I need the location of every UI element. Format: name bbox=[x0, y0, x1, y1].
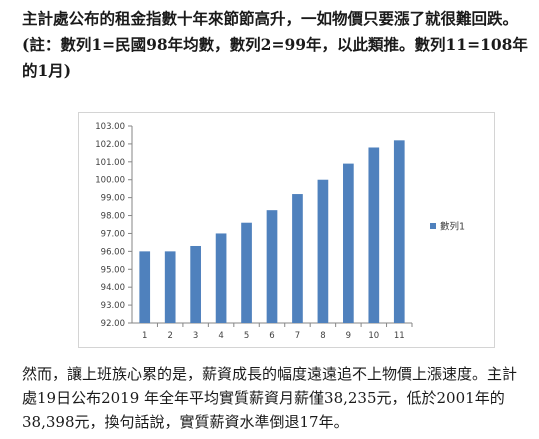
y-tick-label: 94.00 bbox=[101, 283, 125, 293]
y-tick-label: 98.00 bbox=[101, 212, 125, 222]
bar bbox=[393, 140, 405, 323]
x-tick-label: 9 bbox=[346, 331, 351, 341]
y-tick-label: 96.00 bbox=[101, 247, 125, 257]
x-tick-label: 11 bbox=[394, 331, 405, 341]
x-tick-label: 7 bbox=[295, 331, 300, 341]
bar bbox=[266, 210, 278, 323]
x-tick-label: 10 bbox=[368, 331, 379, 341]
x-tick-label: 6 bbox=[269, 331, 274, 341]
legend-label: 數列1 bbox=[440, 221, 465, 233]
x-tick-label: 8 bbox=[320, 331, 325, 341]
chart-canvas: 92.00 93.00 94.00 95.00 96.00 97.00 98.00 99.00… bbox=[95, 122, 465, 341]
bar bbox=[215, 233, 227, 323]
x-tick-label: 1 bbox=[142, 331, 147, 341]
y-tick-label: 99.00 bbox=[101, 194, 125, 204]
y-tick-label: 97.00 bbox=[101, 229, 125, 239]
x-tick-label: 2 bbox=[167, 331, 172, 341]
x-tick-label: 3 bbox=[193, 331, 198, 341]
y-tick-label: 95.00 bbox=[101, 265, 125, 275]
bar bbox=[292, 194, 303, 323]
rent-index-chart: 92.00 93.00 94.00 95.00 96.00 97.00 98.00 99.00… bbox=[78, 112, 495, 348]
outro-paragraph: 然而，讓上班族心累的是，薪資成長的幅度遠遠追不上物價上漲速度。主計處19日公布2… bbox=[22, 365, 518, 431]
legend-swatch bbox=[430, 223, 436, 229]
bar bbox=[190, 245, 201, 323]
bar bbox=[368, 147, 380, 323]
bar bbox=[164, 251, 176, 323]
x-tick-label: 5 bbox=[244, 331, 249, 341]
bar bbox=[241, 222, 252, 323]
bar bbox=[317, 179, 329, 323]
x-tick-label: 4 bbox=[218, 331, 223, 341]
y-tick-label: 101.00 bbox=[95, 158, 125, 168]
y-tick-label: 93.00 bbox=[101, 301, 125, 311]
intro-paragraph: 主計處公布的租金指數十年來節節高升，一如物價只要漲了就很難回跌。(註：數列1=民… bbox=[22, 9, 528, 80]
bar bbox=[343, 163, 354, 323]
y-tick-label: 102.00 bbox=[95, 140, 125, 150]
bar bbox=[139, 251, 151, 323]
y-tick-label: 100.00 bbox=[95, 176, 125, 186]
y-tick-label: 92.00 bbox=[101, 319, 125, 329]
y-tick-label: 103.00 bbox=[95, 122, 125, 132]
